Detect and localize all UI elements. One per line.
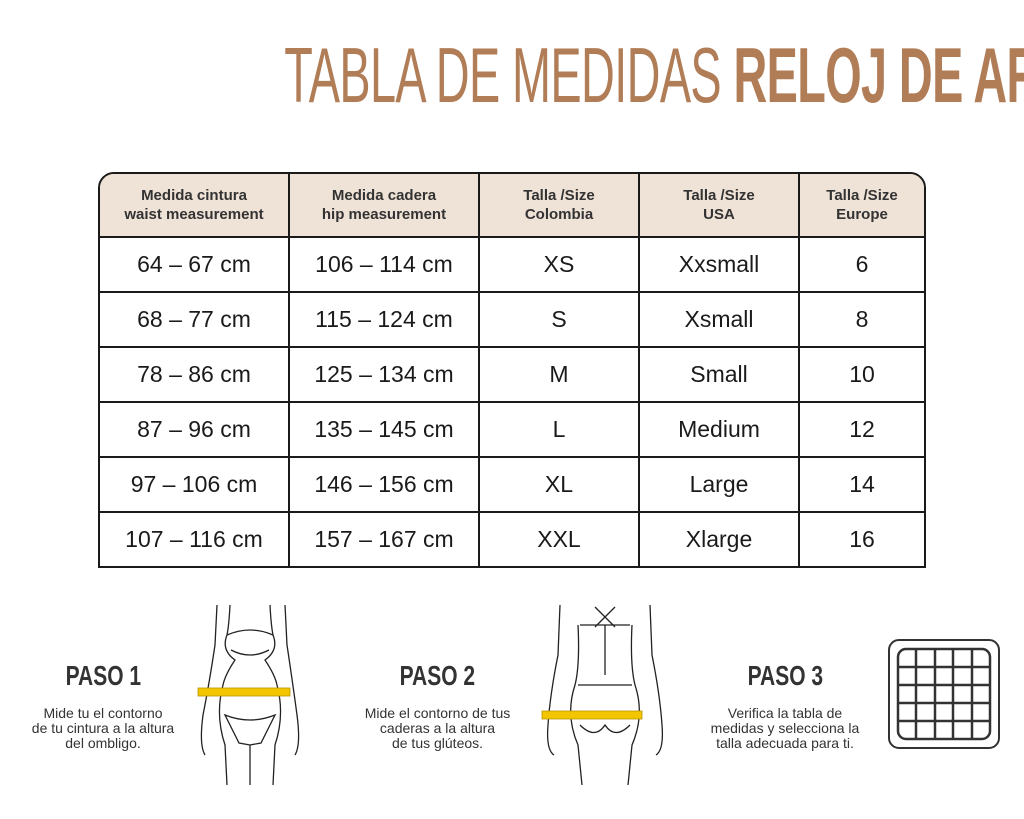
front-body-waist-tape-icon	[197, 605, 300, 785]
cell-colombia: XXL	[480, 513, 640, 566]
table-row: 87 – 96 cm 135 – 145 cm L Medium 12	[100, 403, 924, 458]
step-1-title: PASO 1	[65, 660, 141, 691]
table-row: 68 – 77 cm 115 – 124 cm S Xsmall 8	[100, 293, 924, 348]
cell-hip: 135 – 145 cm	[290, 403, 480, 458]
header-size-europe: Talla /Size Europe	[800, 174, 924, 238]
cell-waist: 64 – 67 cm	[100, 238, 290, 293]
cell-usa: Large	[640, 458, 800, 513]
table-row: 107 – 116 cm 157 – 167 cm XXL Xlarge 16	[100, 513, 924, 566]
table-row: 78 – 86 cm 125 – 134 cm M Small 10	[100, 348, 924, 403]
header-hip: Medida cadera hip measurement	[290, 174, 480, 238]
step-3-title: PASO 3	[747, 660, 823, 691]
cell-hip: 146 – 156 cm	[290, 458, 480, 513]
cell-waist: 107 – 116 cm	[100, 513, 290, 566]
title-light: TABLA DE MEDIDAS	[284, 31, 722, 119]
cell-colombia: XL	[480, 458, 640, 513]
cell-colombia: XS	[480, 238, 640, 293]
back-body-hip-tape-icon	[541, 605, 664, 785]
cell-europe: 12	[800, 403, 924, 458]
cell-waist: 68 – 77 cm	[100, 293, 290, 348]
cell-hip: 157 – 167 cm	[290, 513, 480, 566]
table-row: 97 – 106 cm 146 – 156 cm XL Large 14	[100, 458, 924, 513]
title-bold: RELOJ DE ARENA	[733, 31, 1024, 119]
cell-colombia: L	[480, 403, 640, 458]
cell-usa: Xsmall	[640, 293, 800, 348]
cell-usa: Small	[640, 348, 800, 403]
header-size-usa: Talla /Size USA	[640, 174, 800, 238]
cell-europe: 14	[800, 458, 924, 513]
cell-usa: Xxsmall	[640, 238, 800, 293]
step-3-text: Verifica la tabla de medidas y selecciona…	[710, 705, 860, 751]
step-3: PASO 3 Verifica la tabla de medidas y sel…	[700, 660, 870, 751]
step-2-title: PASO 2	[399, 660, 476, 691]
table-row: 64 – 67 cm 106 – 114 cm XS Xxsmall 6	[100, 238, 924, 293]
cell-waist: 97 – 106 cm	[100, 458, 290, 513]
page-title: TABLA DE MEDIDAS RELOJ DE ARENA	[0, 30, 1024, 120]
cell-europe: 10	[800, 348, 924, 403]
header-waist: Medida cintura waist measurement	[100, 174, 290, 238]
cell-hip: 125 – 134 cm	[290, 348, 480, 403]
size-table-grid-icon	[888, 639, 1000, 749]
cell-colombia: M	[480, 348, 640, 403]
table-header-row: Medida cintura waist measurement Medida c…	[100, 174, 924, 238]
step-2: PASO 2 Mide el contorno de tus caderas a …	[345, 660, 530, 751]
cell-europe: 16	[849, 526, 875, 552]
cell-waist: 87 – 96 cm	[100, 403, 290, 458]
step-2-text: Mide el contorno de tus caderas a la altu…	[364, 705, 511, 751]
size-table: Medida cintura waist measurement Medida c…	[98, 172, 926, 568]
cell-colombia: S	[480, 293, 640, 348]
cell-usa: Medium	[640, 403, 800, 458]
cell-hip: 115 – 124 cm	[290, 293, 480, 348]
cell-hip: 106 – 114 cm	[290, 238, 480, 293]
header-size-colombia: Talla /Size Colombia	[480, 174, 640, 238]
cell-europe: 8	[800, 293, 924, 348]
step-1: PASO 1 Mide tu el contorno de tu cintura …	[18, 660, 188, 751]
cell-europe: 6	[800, 238, 924, 293]
cell-waist: 78 – 86 cm	[100, 348, 290, 403]
cell-usa: Xlarge	[640, 513, 800, 566]
step-1-text: Mide tu el contorno de tu cintura a la al…	[31, 705, 175, 751]
